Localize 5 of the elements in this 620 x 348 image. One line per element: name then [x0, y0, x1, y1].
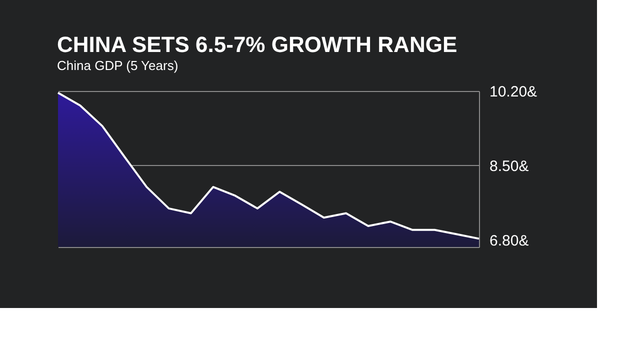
- chart-title: CHINA SETS 6.5-7% GROWTH RANGE: [57, 32, 458, 57]
- chart-subtitle: China GDP (5 Years): [57, 58, 178, 73]
- y-tick-label: 10.20&: [490, 84, 538, 100]
- y-tick-label: 8.50&: [490, 158, 529, 175]
- y-tick-label: 6.80&: [490, 232, 529, 250]
